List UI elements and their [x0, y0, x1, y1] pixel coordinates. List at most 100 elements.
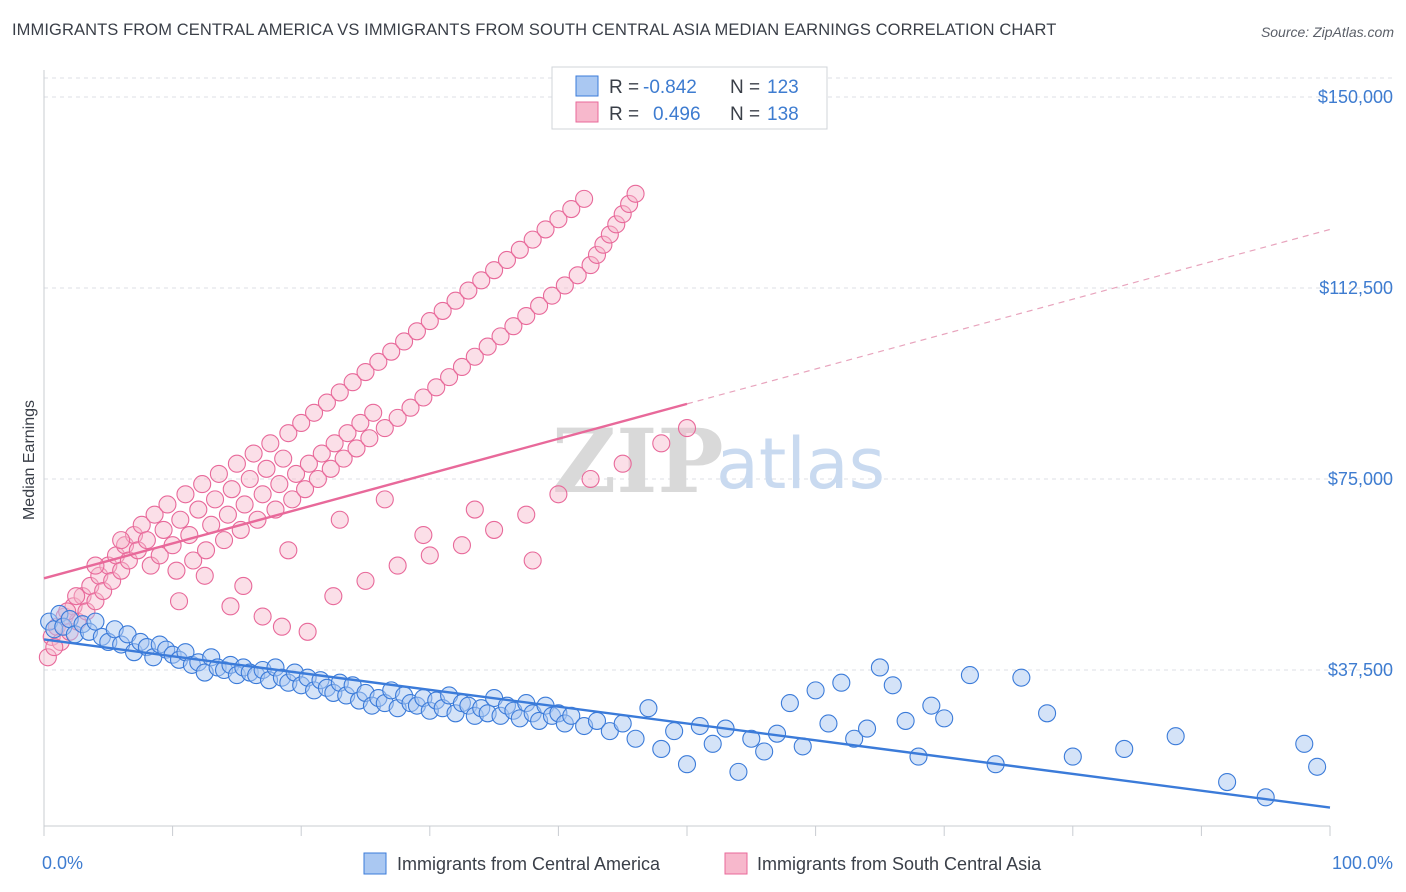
- pink-point: [222, 480, 241, 499]
- pink-point: [407, 322, 426, 341]
- blue-point: [1166, 727, 1185, 746]
- pink-point: [167, 561, 186, 580]
- pink-point: [209, 464, 228, 483]
- pink-point: [312, 444, 331, 463]
- pink-point: [395, 332, 414, 351]
- pink-point: [343, 373, 362, 392]
- pink-point: [523, 230, 542, 249]
- pink-point: [235, 495, 254, 514]
- blue-series-points: [40, 604, 1327, 807]
- pink-point: [452, 357, 472, 376]
- blue-point: [677, 755, 697, 774]
- pink-point: [298, 622, 317, 641]
- pink-point: [334, 449, 353, 468]
- blue-point: [729, 762, 748, 781]
- pink-point: [433, 301, 452, 320]
- pink-point: [356, 362, 375, 382]
- pink-point: [420, 546, 439, 565]
- pink-point: [324, 587, 343, 606]
- pink-point: [112, 561, 131, 580]
- y-axis-label: Median Earnings: [21, 400, 38, 520]
- blue-point: [626, 729, 645, 748]
- pink-point: [279, 424, 298, 443]
- pink-point: [67, 587, 86, 606]
- source-credit: Source: ZipAtlas.com: [1260, 24, 1394, 40]
- pink-point: [626, 184, 645, 203]
- pink-point: [485, 261, 504, 280]
- pink-point: [261, 434, 280, 453]
- pink-point: [244, 444, 263, 463]
- blue-point: [780, 694, 799, 713]
- pink-point: [613, 205, 632, 224]
- blue-point: [1295, 734, 1314, 753]
- watermark-atlas: atlas: [716, 423, 885, 505]
- pink-point: [388, 408, 407, 427]
- pink-point: [274, 449, 293, 468]
- blue-point: [1115, 739, 1134, 758]
- axes: [43, 70, 1331, 836]
- pink-point: [375, 419, 394, 438]
- pink-point: [218, 505, 237, 524]
- pink-point: [594, 235, 613, 254]
- blue-point: [896, 711, 915, 730]
- pink-point: [485, 520, 504, 539]
- pink-point: [189, 500, 208, 519]
- pink-point: [305, 403, 324, 422]
- y-tick-label-0: $37,500: [1328, 660, 1393, 680]
- legend-pink-r-value: 0.496: [653, 104, 701, 125]
- pink-trend-line: [43, 402, 688, 580]
- y-tick-labels: $37,500 $75,000 $112,500 $150,000: [1318, 87, 1393, 680]
- pink-point: [296, 480, 315, 499]
- pink-point: [338, 424, 357, 443]
- legend-pink-n-value: 138: [767, 104, 799, 125]
- pink-point: [272, 617, 291, 636]
- pink-point: [465, 347, 484, 366]
- x-tick-label-left: 0.0%: [42, 853, 83, 873]
- blue-point: [1308, 757, 1327, 776]
- pink-point: [253, 607, 272, 626]
- blue-point: [1218, 773, 1237, 792]
- pink-point: [253, 485, 272, 504]
- pink-point: [287, 464, 306, 483]
- pink-point: [517, 306, 536, 326]
- pink-point: [497, 250, 517, 270]
- blue-point: [1063, 747, 1082, 766]
- chart-title: IMMIGRANTS FROM CENTRAL AMERICA VS IMMIG…: [12, 21, 1057, 39]
- pink-point: [364, 403, 383, 422]
- pink-point: [112, 531, 131, 550]
- pink-point: [581, 256, 600, 275]
- y-tick-label-2: $112,500: [1319, 278, 1393, 298]
- pink-point: [414, 388, 433, 407]
- pink-point: [171, 510, 190, 529]
- pink-point: [292, 413, 311, 433]
- blue-point: [960, 666, 979, 685]
- pink-point: [94, 582, 113, 601]
- pink-point: [369, 352, 388, 371]
- pink-point: [472, 271, 491, 290]
- pink-point: [257, 459, 276, 478]
- pink-point: [575, 189, 594, 208]
- legend-pink-n-label: N =: [730, 104, 760, 125]
- pink-point: [214, 531, 234, 550]
- legend-blue-r-value: -0.842: [643, 77, 697, 98]
- pink-point: [103, 571, 122, 590]
- bottom-legend-pink-label: Immigrants from South Central Asia: [757, 854, 1042, 874]
- pink-point: [325, 434, 344, 453]
- pink-point: [195, 566, 214, 585]
- blue-point: [86, 612, 105, 631]
- blue-trend-line: [43, 638, 1331, 809]
- pink-point: [360, 429, 379, 448]
- blue-point: [742, 729, 761, 748]
- pink-point: [270, 475, 289, 494]
- blue-point: [845, 729, 864, 748]
- pink-point: [491, 327, 510, 346]
- pink-point: [205, 490, 225, 509]
- trend-lines: [43, 228, 1331, 809]
- pink-point: [549, 210, 568, 229]
- blue-point: [665, 722, 684, 741]
- pink-point: [330, 510, 349, 529]
- pink-point: [677, 419, 697, 438]
- pink-point: [193, 475, 212, 494]
- pink-point: [523, 551, 542, 570]
